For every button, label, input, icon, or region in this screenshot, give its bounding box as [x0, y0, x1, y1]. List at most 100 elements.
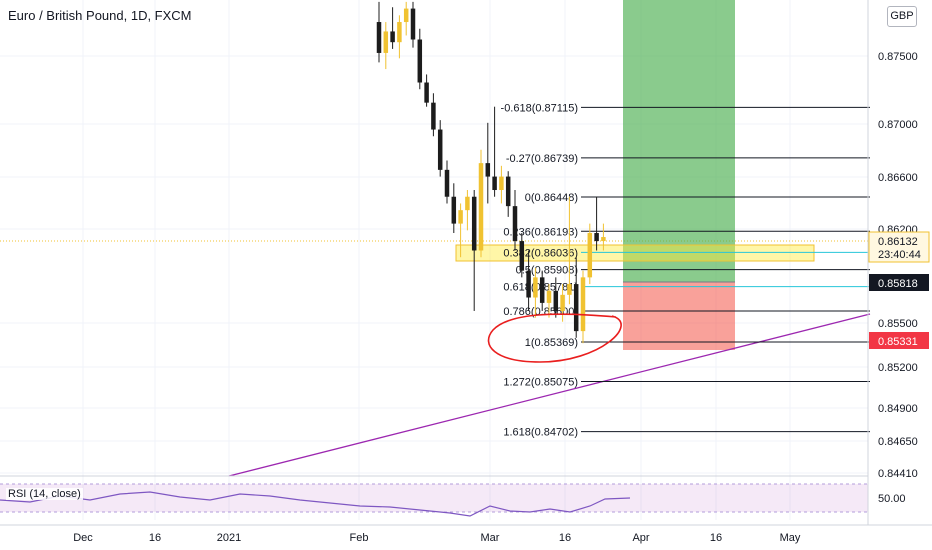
candle	[437, 120, 443, 177]
candle	[417, 28, 423, 90]
candle-body	[567, 284, 572, 295]
candle	[458, 203, 463, 258]
candle-body	[546, 290, 552, 303]
candle-body	[424, 82, 429, 103]
rsi-line	[0, 491, 631, 517]
rsi-label[interactable]: RSI (14, close)	[6, 488, 83, 500]
candle-body	[417, 39, 423, 83]
candle-body	[410, 8, 416, 40]
candle	[376, 1, 382, 63]
fib-label: 0.786(0.85600)	[503, 306, 578, 318]
candle	[390, 7, 395, 49]
purple-trendline	[228, 313, 871, 477]
candle	[573, 257, 579, 338]
rsi-value: 50.00	[878, 493, 906, 505]
candle	[533, 267, 538, 318]
candle-body	[471, 196, 477, 251]
candle-body	[560, 294, 565, 311]
fib-label: 0(0.86448)	[525, 192, 578, 204]
candle	[546, 284, 552, 318]
price-tick-label: 0.85500	[878, 318, 918, 330]
candle-body	[519, 241, 525, 271]
price-tick-label: 0.84650	[878, 436, 918, 448]
tag-price: 0.86132	[878, 236, 918, 248]
candle-body	[451, 196, 457, 224]
candle-body	[601, 237, 606, 242]
candle-body	[526, 270, 531, 298]
fib-label: 1.618(0.84702)	[503, 427, 578, 439]
candle-body	[383, 31, 389, 53]
currency-badge[interactable]: GBP	[887, 6, 917, 27]
position-zones	[623, 0, 735, 350]
candle-body	[594, 233, 599, 242]
price-tag: 0.85818	[869, 274, 929, 291]
candle-body	[492, 176, 497, 191]
candle	[383, 22, 389, 70]
candles	[376, 1, 606, 344]
time-tick-label: Feb	[350, 532, 369, 544]
candle-body	[573, 284, 579, 332]
loss-zone	[623, 282, 735, 350]
candle-body	[458, 210, 463, 224]
red-circle-annotation	[487, 313, 622, 363]
candle	[580, 270, 586, 344]
candle-body	[485, 163, 491, 177]
time-tick-label: 16	[559, 532, 571, 544]
price-tick-label: 0.86600	[878, 172, 918, 184]
price-tick-label: 0.87000	[878, 119, 918, 131]
highlight-rect	[455, 244, 815, 262]
candle	[601, 223, 606, 251]
candle-body	[390, 31, 395, 43]
tag-bg	[869, 274, 929, 291]
candle	[444, 160, 450, 204]
candle	[539, 270, 545, 311]
candle-body	[403, 8, 409, 23]
fib-label: 1(0.85369)	[525, 337, 578, 349]
tag-bg	[869, 332, 929, 349]
candle	[424, 74, 429, 107]
candle	[567, 196, 572, 305]
time-tick-label: Apr	[632, 532, 649, 544]
tag-timer: 23:40:44	[878, 249, 921, 261]
fib-label: -0.27(0.86739)	[506, 153, 578, 165]
candle	[485, 122, 491, 204]
candle-body	[465, 196, 470, 211]
candle	[492, 106, 497, 197]
profit-zone	[623, 0, 735, 282]
candle	[397, 15, 402, 59]
candle	[512, 190, 518, 251]
price-tag: 0.85331	[869, 332, 929, 349]
time-tick-label: Dec	[73, 532, 93, 544]
candle	[594, 196, 599, 251]
time-tick-label: 16	[149, 532, 161, 544]
candle-body	[512, 206, 518, 242]
candle	[553, 277, 559, 318]
candle-body	[553, 290, 559, 311]
trend-line	[228, 313, 871, 477]
rsi-pane: 50.00	[0, 475, 906, 517]
fib-label: 1.272(0.85075)	[503, 377, 578, 389]
candle	[471, 190, 477, 311]
candle-body	[499, 176, 504, 191]
time-tick-label: 16	[710, 532, 722, 544]
fib-label: 0.5(0.85908)	[516, 265, 578, 277]
time-tick-label: May	[780, 532, 801, 544]
candle	[431, 93, 436, 137]
tag-bg	[868, 231, 930, 263]
candle-body	[444, 169, 450, 197]
price-tick-label: 0.84410	[878, 468, 918, 480]
candle	[499, 165, 504, 204]
candle-body	[505, 176, 511, 207]
chart-title: Euro / British Pound, 1D, FXCM	[8, 8, 192, 23]
candle	[587, 223, 593, 285]
candle-body	[587, 233, 593, 278]
candle	[505, 171, 511, 217]
candle	[403, 1, 409, 36]
red-circle	[487, 313, 622, 363]
rsi-band	[0, 484, 868, 512]
candle	[560, 284, 565, 322]
grid-lines	[0, 0, 868, 520]
